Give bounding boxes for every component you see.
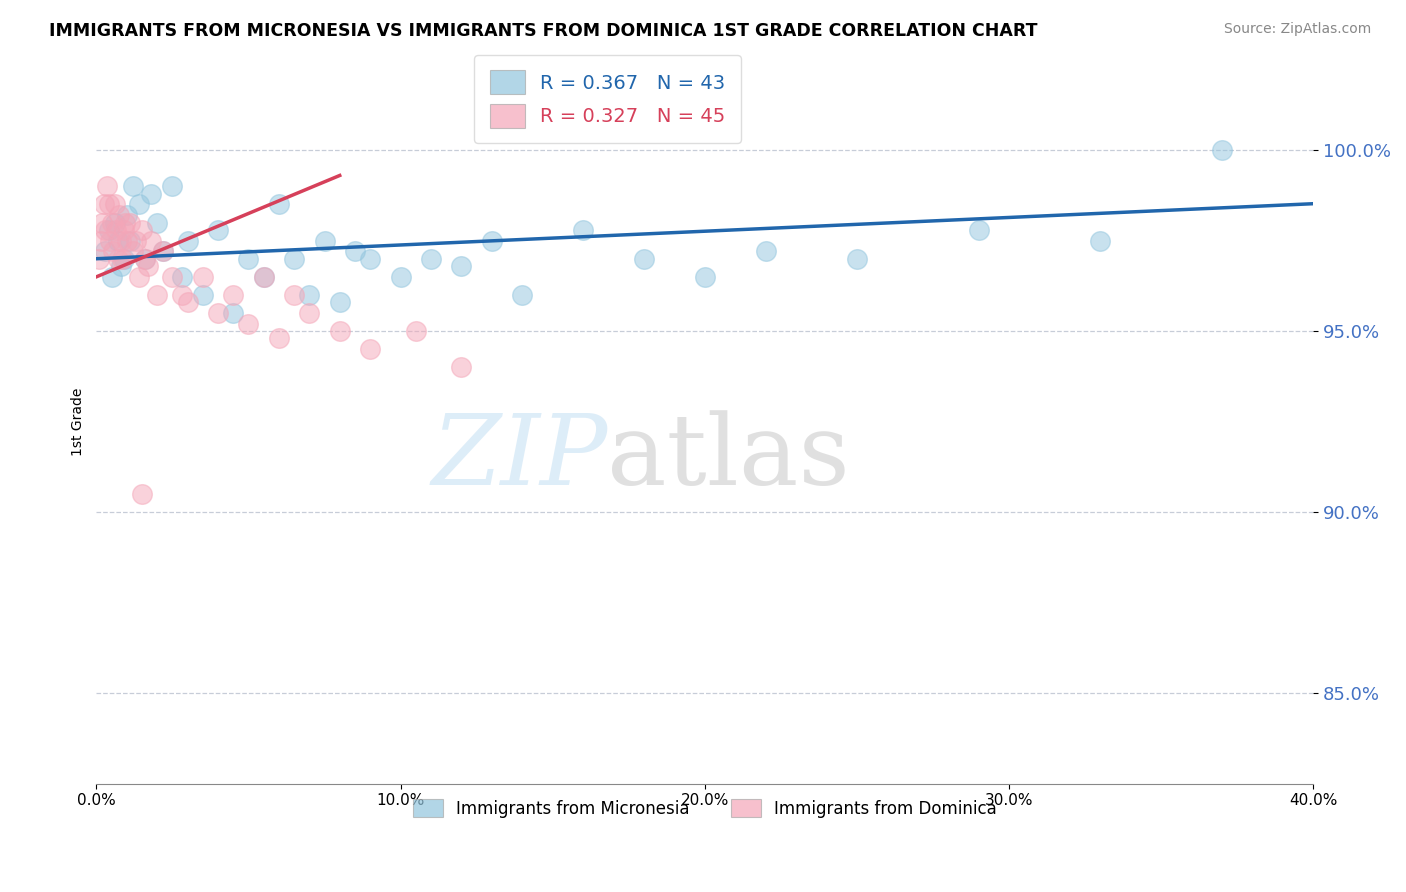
- Legend: Immigrants from Micronesia, Immigrants from Dominica: Immigrants from Micronesia, Immigrants f…: [404, 790, 1005, 826]
- Point: [845, 252, 868, 266]
- Point: [104, 215, 127, 229]
- Point: [267, 197, 290, 211]
- Point: [170, 269, 193, 284]
- Point: [329, 295, 352, 310]
- Point: [314, 234, 336, 248]
- Point: [1090, 234, 1112, 248]
- Point: [121, 179, 143, 194]
- Point: [238, 317, 260, 331]
- Point: [107, 252, 129, 266]
- Point: [176, 295, 198, 310]
- Point: [176, 234, 198, 248]
- Point: [191, 288, 214, 302]
- Point: [222, 306, 245, 320]
- Point: [89, 252, 111, 266]
- Point: [152, 244, 174, 259]
- Point: [283, 252, 305, 266]
- Point: [94, 223, 117, 237]
- Point: [207, 223, 229, 237]
- Point: [162, 179, 184, 194]
- Point: [298, 306, 321, 320]
- Point: [162, 269, 184, 284]
- Point: [100, 269, 122, 284]
- Point: [110, 234, 132, 248]
- Point: [238, 252, 260, 266]
- Point: [572, 223, 595, 237]
- Point: [104, 197, 127, 211]
- Text: ZIP: ZIP: [432, 410, 607, 506]
- Point: [450, 360, 472, 375]
- Point: [267, 331, 290, 345]
- Point: [298, 288, 321, 302]
- Point: [94, 244, 117, 259]
- Point: [108, 208, 131, 222]
- Point: [633, 252, 655, 266]
- Point: [191, 269, 214, 284]
- Text: Source: ZipAtlas.com: Source: ZipAtlas.com: [1223, 22, 1371, 37]
- Point: [112, 252, 135, 266]
- Point: [967, 223, 990, 237]
- Point: [128, 269, 150, 284]
- Point: [112, 223, 135, 237]
- Point: [131, 223, 153, 237]
- Point: [96, 179, 118, 194]
- Point: [146, 288, 169, 302]
- Point: [253, 269, 276, 284]
- Point: [121, 244, 143, 259]
- Point: [1211, 143, 1233, 157]
- Point: [118, 215, 141, 229]
- Point: [253, 269, 276, 284]
- Point: [152, 244, 174, 259]
- Point: [115, 234, 138, 248]
- Point: [146, 215, 169, 229]
- Point: [755, 244, 778, 259]
- Point: [90, 234, 112, 248]
- Point: [420, 252, 443, 266]
- Point: [389, 269, 412, 284]
- Text: atlas: atlas: [607, 410, 851, 506]
- Point: [359, 252, 381, 266]
- Point: [405, 324, 427, 338]
- Point: [139, 234, 162, 248]
- Point: [115, 208, 138, 222]
- Point: [207, 306, 229, 320]
- Point: [134, 252, 156, 266]
- Point: [283, 288, 305, 302]
- Point: [222, 288, 245, 302]
- Y-axis label: 1st Grade: 1st Grade: [72, 387, 86, 456]
- Point: [110, 259, 132, 273]
- Point: [136, 259, 159, 273]
- Point: [111, 252, 134, 266]
- Point: [98, 234, 121, 248]
- Point: [125, 234, 148, 248]
- Point: [510, 288, 533, 302]
- Point: [114, 215, 136, 229]
- Point: [693, 269, 716, 284]
- Point: [97, 197, 120, 211]
- Point: [128, 197, 150, 211]
- Point: [93, 197, 115, 211]
- Point: [343, 244, 366, 259]
- Point: [97, 223, 120, 237]
- Point: [91, 215, 114, 229]
- Point: [100, 215, 122, 229]
- Point: [107, 234, 129, 248]
- Point: [329, 324, 352, 338]
- Point: [105, 223, 128, 237]
- Point: [481, 234, 503, 248]
- Text: IMMIGRANTS FROM MICRONESIA VS IMMIGRANTS FROM DOMINICA 1ST GRADE CORRELATION CHA: IMMIGRANTS FROM MICRONESIA VS IMMIGRANTS…: [49, 22, 1038, 40]
- Point: [139, 186, 162, 201]
- Point: [134, 252, 156, 266]
- Point: [101, 244, 124, 259]
- Point: [131, 487, 153, 501]
- Point: [359, 343, 381, 357]
- Point: [450, 259, 472, 273]
- Point: [118, 234, 141, 248]
- Point: [170, 288, 193, 302]
